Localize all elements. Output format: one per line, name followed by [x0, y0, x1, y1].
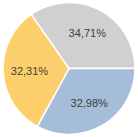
data-label: 32,98%	[71, 97, 109, 109]
data-labels: 34,71% 32,98% 32,31%	[11, 27, 108, 108]
data-label: 34,71%	[69, 27, 107, 39]
chart: 34,71% 32,98% 32,31%	[0, 0, 138, 137]
pie-slice	[3, 14, 69, 126]
data-label: 32,31%	[11, 65, 49, 77]
slices	[3, 2, 135, 134]
